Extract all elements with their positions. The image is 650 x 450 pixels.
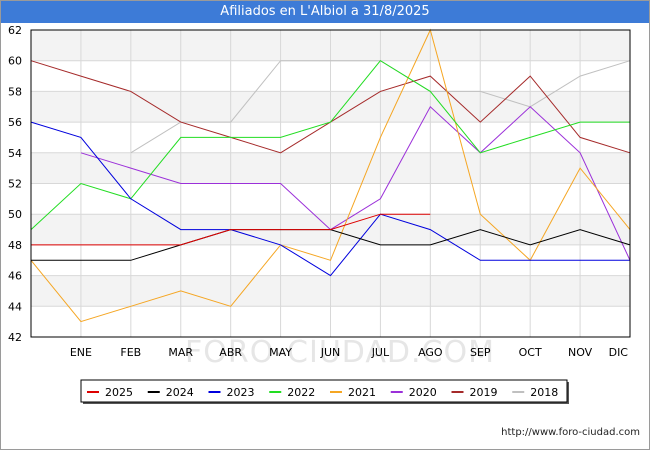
legend-label-2018: 2018 [530,386,558,399]
x-tick-label: JUN [320,346,341,359]
legend-label-2025: 2025 [105,386,133,399]
y-tick-label: 44 [8,300,22,313]
y-tick-label: 56 [8,116,22,129]
legend-label-2022: 2022 [287,386,315,399]
series-line-2020 [80,105,631,261]
legend-label-2023: 2023 [227,386,255,399]
series-line-2025 [31,213,431,246]
y-tick-label: 60 [8,55,22,68]
y-tick-label: 50 [8,208,22,221]
y-tick-label: 62 [8,24,22,37]
legend-label-2020: 2020 [409,386,437,399]
x-tick-label: DIC [609,346,629,359]
x-tick-label: SEP [470,346,491,359]
x-tick-label: ABR [219,346,242,359]
legend-box [80,379,568,403]
y-tick-label: 42 [8,331,22,344]
legend: 2025 2024 2023 2022 2021 2020 2019 2018 [80,379,569,404]
legend-label-2021: 2021 [348,386,376,399]
chart-title: Afiliados en L'Albiol a 31/8/2025 [1,1,649,23]
x-tick-label: OCT [519,346,542,359]
legend-label-2024: 2024 [166,386,194,399]
x-tick-label: NOV [568,346,593,359]
y-tick-label: 52 [8,178,22,191]
y-tick-label: 54 [8,147,22,160]
x-tick-label: FEB [120,346,141,359]
series-line-2023 [30,121,630,277]
x-tick-label: ENE [70,346,92,359]
x-tick-label: MAY [269,346,292,359]
source-url[interactable]: http://www.foro-ciudad.com [501,427,640,438]
watermark-text: FORO-CIUDAD.COM [185,335,495,370]
y-tick-label: 58 [8,85,22,98]
y-tick-label: 48 [8,239,22,252]
legend-label-2019: 2019 [470,386,498,399]
x-tick-label: MAR [168,346,193,359]
x-tick-label: JUL [371,346,390,359]
x-axis-ticks: ENE FEB MAR ABR MAY JUN JUL AGO SEP OCT NOV DIC [70,346,628,359]
y-axis-ticks: 42 44 46 48 50 52 54 56 58 60 62 [8,24,22,344]
y-tick-label: 46 [8,270,22,283]
series-lines [30,28,631,323]
x-tick-label: AGO [418,346,443,359]
plot-area-border [30,29,631,338]
